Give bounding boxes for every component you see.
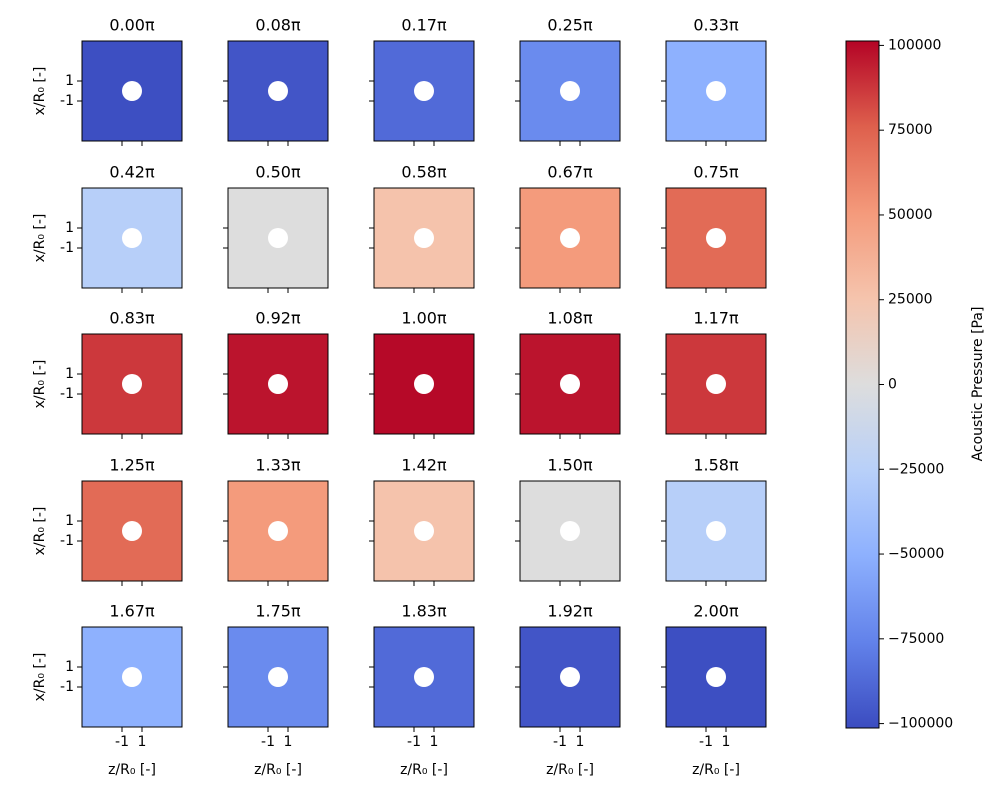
panel-title: 0.58π <box>401 163 447 182</box>
sphere <box>268 228 288 248</box>
y-tick-label: -1 <box>60 679 74 695</box>
x-tick-label: -1 <box>115 734 129 750</box>
x-axis-label: z/R₀ [-] <box>400 762 448 778</box>
panel-title: 0.33π <box>693 16 739 35</box>
panel-title: 1.83π <box>401 602 447 621</box>
panel-title: 1.33π <box>255 456 301 475</box>
panel-title: 1.75π <box>255 602 301 621</box>
colorbar-tick-label: −50000 <box>888 546 944 562</box>
y-tick-label: 1 <box>65 366 74 382</box>
panel-title: 0.50π <box>255 163 301 182</box>
sphere <box>268 81 288 101</box>
x-axis-label: z/R₀ [-] <box>108 762 156 778</box>
panel-title: 0.42π <box>109 163 155 182</box>
sphere <box>560 521 580 541</box>
sphere <box>706 374 726 394</box>
panel-title: 1.58π <box>693 456 739 475</box>
sphere <box>268 521 288 541</box>
colorbar-tick-label: 100000 <box>888 37 941 53</box>
sphere <box>414 81 434 101</box>
sphere <box>414 521 434 541</box>
colorbar-tick-label: 50000 <box>888 207 933 223</box>
panel-title: 1.42π <box>401 456 447 475</box>
sphere <box>122 521 142 541</box>
sphere <box>560 81 580 101</box>
sphere <box>268 374 288 394</box>
panel-title: 1.00π <box>401 309 447 328</box>
y-tick-label: -1 <box>60 533 74 549</box>
x-tick-label: 1 <box>722 734 731 750</box>
x-tick-label: 1 <box>576 734 585 750</box>
sphere <box>122 81 142 101</box>
y-tick-label: 1 <box>65 220 74 236</box>
panel-title: 0.83π <box>109 309 155 328</box>
y-axis-label: x/R₀ [-] <box>32 67 48 116</box>
x-tick-label: -1 <box>261 734 275 750</box>
y-tick-label: 1 <box>65 513 74 529</box>
x-axis-label: z/R₀ [-] <box>692 762 740 778</box>
y-tick-label: -1 <box>60 240 74 256</box>
colorbar <box>845 40 880 729</box>
panel-title: 2.00π <box>693 602 739 621</box>
sphere <box>706 521 726 541</box>
panel-title: 1.25π <box>109 456 155 475</box>
panel-title: 0.92π <box>255 309 301 328</box>
sphere <box>706 81 726 101</box>
panel-title: 0.08π <box>255 16 301 35</box>
sphere <box>560 667 580 687</box>
y-axis-label: x/R₀ [-] <box>32 360 48 409</box>
x-axis-label: z/R₀ [-] <box>254 762 302 778</box>
sphere <box>414 228 434 248</box>
y-axis-label: x/R₀ [-] <box>32 507 48 556</box>
sphere <box>122 374 142 394</box>
colorbar-tick-label: −25000 <box>888 461 944 477</box>
colorbar-tick-label: 0 <box>888 377 897 393</box>
x-tick-label: 1 <box>430 734 439 750</box>
x-axis-label: z/R₀ [-] <box>546 762 594 778</box>
colorbar-label: Acoustic Pressure [Pa] <box>970 307 986 462</box>
x-tick-label: -1 <box>699 734 713 750</box>
sphere <box>414 667 434 687</box>
y-tick-label: 1 <box>65 73 74 89</box>
sphere <box>122 667 142 687</box>
x-tick-label: 1 <box>284 734 293 750</box>
sphere <box>414 374 434 394</box>
colorbar-tick-label: 75000 <box>888 122 933 138</box>
sphere <box>706 228 726 248</box>
sphere <box>560 228 580 248</box>
y-axis-label: x/R₀ [-] <box>32 214 48 263</box>
y-axis-label: x/R₀ [-] <box>32 653 48 702</box>
x-tick-label: 1 <box>138 734 147 750</box>
y-tick-label: -1 <box>60 93 74 109</box>
colorbar-tick-label: −75000 <box>888 631 944 647</box>
colorbar-tick-label: 25000 <box>888 292 933 308</box>
sphere <box>268 667 288 687</box>
panel-title: 0.75π <box>693 163 739 182</box>
panel-title: 0.67π <box>547 163 593 182</box>
x-tick-label: -1 <box>407 734 421 750</box>
x-tick-label: -1 <box>553 734 567 750</box>
panel-title: 1.92π <box>547 602 593 621</box>
panel-title: 0.17π <box>401 16 447 35</box>
panel-title: 1.67π <box>109 602 155 621</box>
sphere <box>122 228 142 248</box>
y-tick-label: 1 <box>65 659 74 675</box>
panel-title: 0.00π <box>109 16 155 35</box>
colorbar-tick-label: −100000 <box>888 716 953 732</box>
panel-title: 1.17π <box>693 309 739 328</box>
sphere <box>706 667 726 687</box>
sphere <box>560 374 580 394</box>
y-tick-label: -1 <box>60 386 74 402</box>
panel-title: 0.25π <box>547 16 593 35</box>
panel-title: 1.08π <box>547 309 593 328</box>
panel-title: 1.50π <box>547 456 593 475</box>
